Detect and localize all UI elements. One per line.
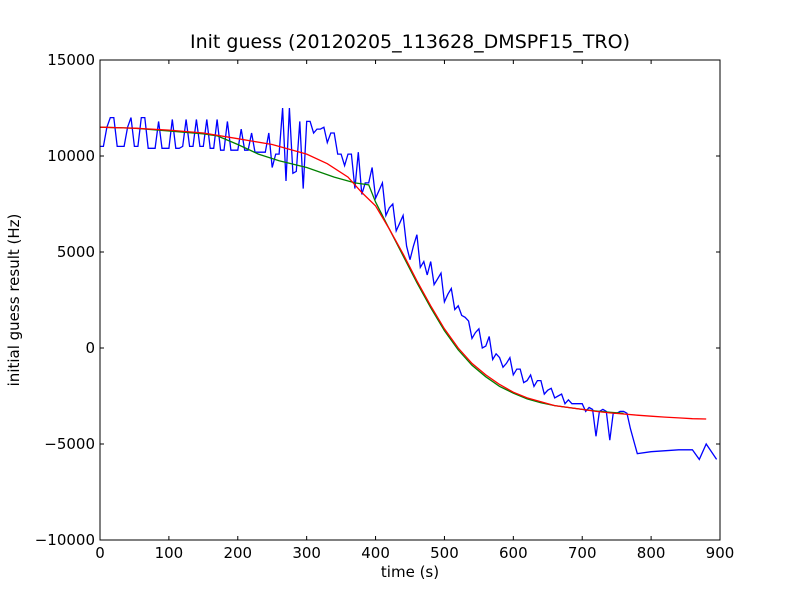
x-tick-label: 600 <box>499 544 528 562</box>
y-tick-label: −10000 <box>35 531 95 549</box>
x-tick-label: 500 <box>430 544 459 562</box>
plot-frame <box>99 59 721 541</box>
series-line-3 <box>99 126 707 420</box>
y-axis-label: initial guess result (Hz) <box>5 214 23 387</box>
series-layer <box>99 107 718 461</box>
x-tick-label: 800 <box>637 544 666 562</box>
tick-layer: 0 100 200 300 400 500 600 700 800 900 −10000 −5000 0… <box>35 51 735 562</box>
y-tick-label: 0 <box>85 339 95 357</box>
x-tick-label: 200 <box>223 544 252 562</box>
x-tick-label: 700 <box>568 544 597 562</box>
series-line-1 <box>100 107 718 461</box>
x-tick-label: 100 <box>155 544 184 562</box>
x-tick-label: 0 <box>95 544 105 562</box>
x-axis-label: time (s) <box>381 563 439 581</box>
x-tick-label: 400 <box>361 544 390 562</box>
y-tick-label: 5000 <box>57 243 95 261</box>
y-tick-label: −5000 <box>44 435 95 453</box>
x-tick-label: 300 <box>292 544 321 562</box>
y-tick-label: 15000 <box>47 51 95 69</box>
y-tick-label: 10000 <box>47 147 95 165</box>
x-tick-label: 900 <box>706 544 735 562</box>
chart-title: Init guess (20120205_113628_DMSPF15_TRO) <box>190 31 630 53</box>
